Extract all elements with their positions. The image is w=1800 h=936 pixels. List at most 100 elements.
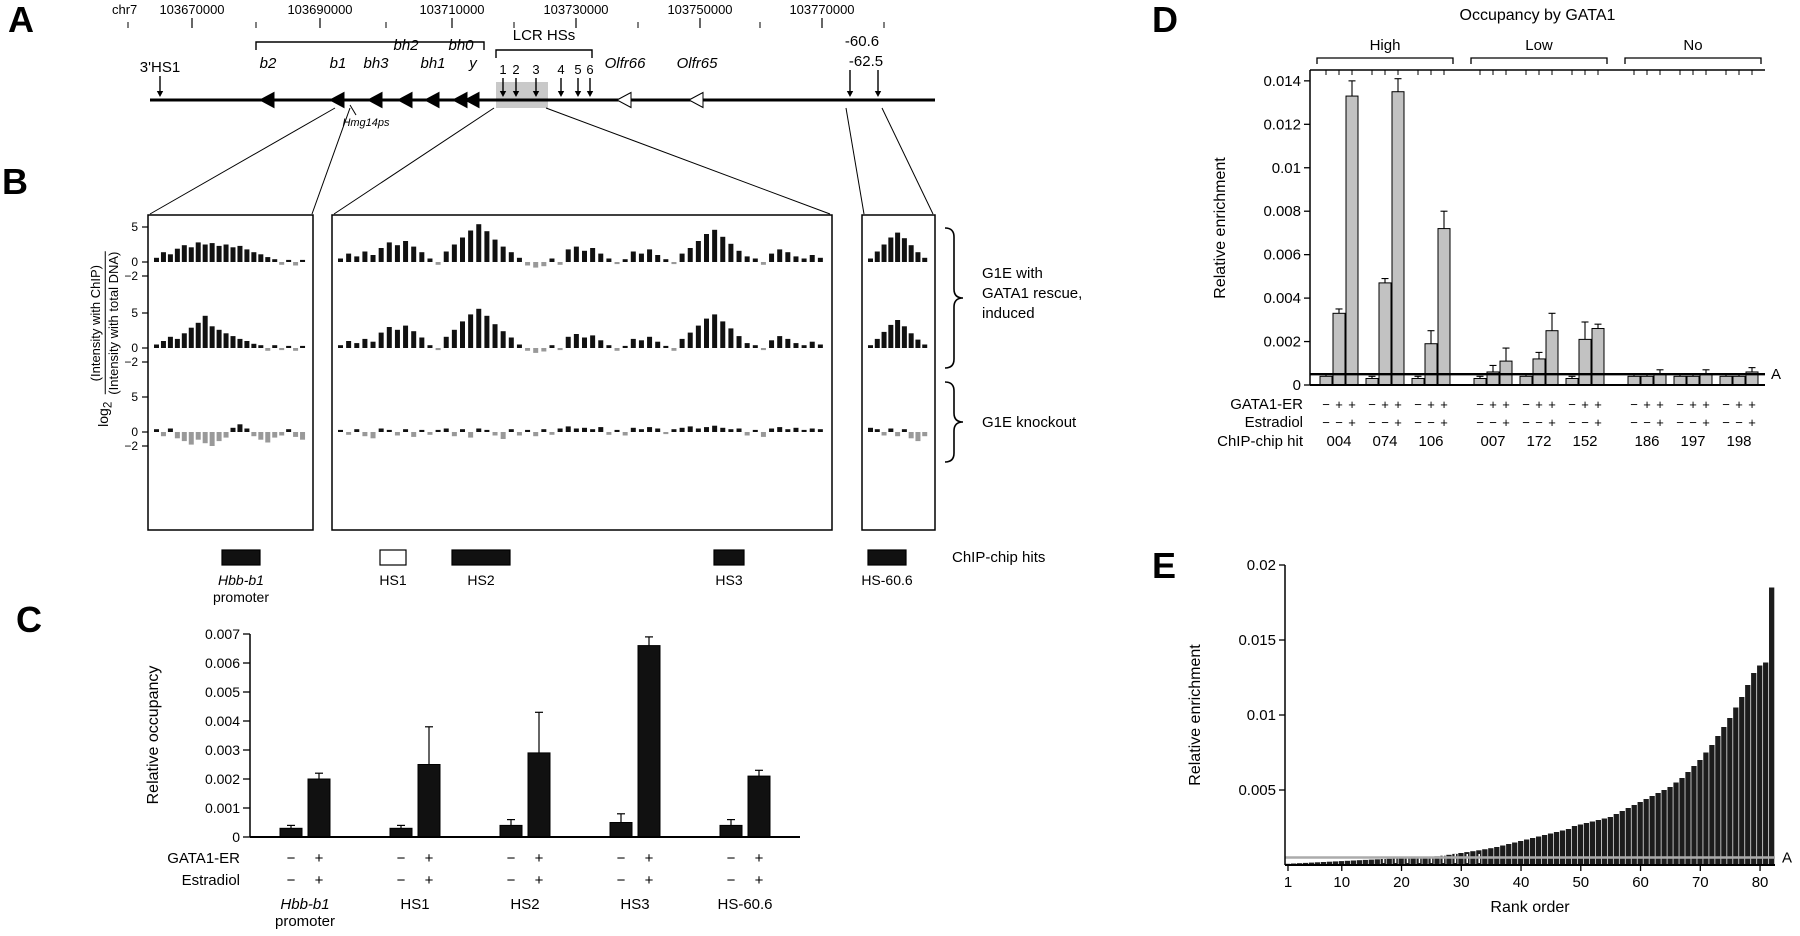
hs-arrow-head [499,91,507,97]
rank-bar [1661,790,1667,865]
track-bar [427,258,433,262]
panel-b-y-axis-label: log2 (Intensity with ChIP) (Intensity wi… [87,189,123,489]
track-bar [817,257,823,262]
track-bar [411,432,417,437]
category-label: Hbb-b1 [280,896,329,913]
track-bar [354,256,360,262]
bar [1391,91,1405,386]
y-tick-label: 0.004 [1263,290,1301,307]
track-bar [167,336,173,348]
panel-e-rank-order-chart: Relative enrichment 0.005 0.01 0.015 0.02 A 1 1… [1187,557,1792,916]
track-bar [663,259,669,262]
track-bar [230,247,236,262]
bar [1532,358,1546,386]
lcr-zoom-shade [496,82,548,108]
rank-bar [1769,587,1775,865]
track-bar [525,348,531,351]
panel-a-label: A [8,0,34,40]
rank-bar [1685,772,1691,865]
x-tick-label: 80 [1752,874,1769,891]
x-tick-label: 50 [1572,874,1589,891]
track-bar [565,426,571,432]
track-bar [582,427,587,432]
track-bar [244,249,250,262]
track-bar [492,432,498,436]
track-bar [888,237,894,262]
track-bar [793,256,799,262]
zoom-connector [545,107,831,215]
gata1er-sign: − [397,850,406,867]
track-bar [209,243,215,262]
track-bar [378,332,384,348]
track-bar [801,429,807,432]
track-bar [582,337,587,348]
estradiol-sign: − [1630,415,1638,430]
gata1er-sign: + [1548,397,1556,412]
track-y-tick-label: 5 [131,220,138,234]
rank-bar [1308,862,1315,865]
track-bar [565,336,571,348]
gata1er-sign: − [1476,397,1484,412]
estradiol-sign: + [1440,415,1448,430]
category-label: HS-60.6 [717,896,772,913]
bar [1699,373,1713,386]
track-bar [590,248,596,262]
hit-id: 186 [1634,433,1659,450]
x-tick-label: 60 [1632,874,1649,891]
track-bar [293,432,299,437]
estradiol-sign: − [1735,415,1743,430]
track-box [331,214,833,531]
gata1er-sign: − [1414,397,1422,412]
rank-bar [1362,859,1368,865]
hit-id: 074 [1372,433,1397,450]
track-bar [476,428,482,432]
group-bracket [1624,57,1762,64]
track-bar [704,234,709,262]
track-bar [736,336,742,348]
rank-bar [1547,833,1554,865]
rank-bar [1320,862,1327,865]
estradiol-sign: + [1748,415,1756,430]
rank-bar [1571,826,1578,865]
track-bar [679,253,685,262]
bar [1519,375,1533,386]
track-bar [895,320,901,348]
track-bar [174,338,180,348]
gata1er-sign: + [1594,397,1602,412]
lcr-label: LCR HSs [513,27,576,44]
hs-number: 1 [499,62,506,77]
gata1er-sign: − [1676,397,1684,412]
track-bar [557,348,563,351]
track-bar [915,432,921,442]
gata1er-sign: + [1335,397,1343,412]
track-bar [272,345,278,348]
track-bar [354,343,360,348]
track-bar [378,248,384,262]
hit-id: 106 [1418,433,1443,450]
rank-bar [1535,836,1542,865]
track-bar [679,338,685,348]
gene-arrow-Olfr65 [687,91,704,109]
track-bar [188,432,194,445]
track-bar [508,429,514,432]
track-bar [744,432,750,436]
gata1er-sign: + [645,850,654,867]
rank-bar [1625,808,1631,865]
track-bar [492,239,498,262]
rank-bar [1601,818,1607,865]
gene-label: bh0 [448,37,474,54]
estradiol-sign: − [1427,415,1435,430]
gata1er-sign: + [1535,397,1543,412]
condition-row-label: ChIP-chip hit [1217,433,1304,450]
rank-bar [1619,811,1625,865]
rank-bar [1745,685,1751,865]
hs-number: 6 [586,62,593,77]
track-bar [752,345,758,348]
track-bar [460,321,465,348]
track-bar [704,427,709,432]
hs-number: 3 [532,62,539,77]
condition-row-label: GATA1-ER [167,850,240,867]
hit-id: 172 [1526,433,1551,450]
rank-bar [1553,832,1560,865]
track-bar [695,428,701,432]
